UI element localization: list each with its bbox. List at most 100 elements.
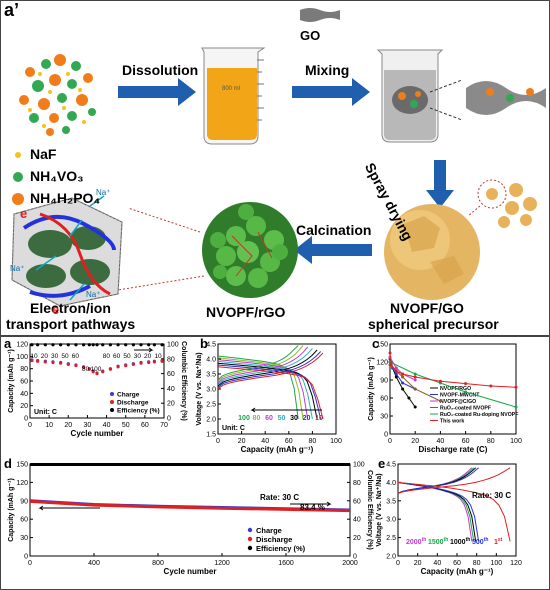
y-tick-label-d: 150 <box>16 462 28 469</box>
series-point-c-0 <box>413 405 417 409</box>
series-band-d-1 <box>30 499 351 513</box>
x-tick-label-c: 60 <box>462 438 470 445</box>
point-a-efficiency <box>124 343 128 347</box>
y-tick-label-d: 30 <box>20 535 28 542</box>
point-a-discharge <box>116 365 120 369</box>
rate-label-a: 50 <box>123 353 131 360</box>
legend-label-c: RuO₂-coated NVOPF <box>440 406 491 412</box>
legend-label-a: Charge <box>117 392 140 399</box>
discharge-curve-cycle-1 <box>397 481 511 542</box>
series-point-c-3 <box>413 387 417 391</box>
x-tick-label-b: 60 <box>285 438 293 445</box>
cycle-label-1: 1st <box>494 537 503 546</box>
sodium-marker-2: Na⁺ <box>10 264 25 273</box>
final-product-label: NVOPF/rGO <box>206 304 286 320</box>
series-point-c-5 <box>388 351 392 355</box>
series-line-c-2 <box>389 356 416 381</box>
spray-drying-arrow <box>426 160 454 208</box>
x-tick-label-c: 80 <box>487 438 495 445</box>
precursor-nh4vo3: NH₄VO₃ <box>30 168 84 184</box>
y2-tick-label-a: 100 <box>167 342 179 349</box>
charge-curve-cycle-1 <box>397 467 511 494</box>
x-tick-label-e: 100 <box>490 560 502 567</box>
x-axis-label-c: Discharge rate (C) <box>419 445 488 454</box>
y-tick-label-c: 90 <box>380 378 388 385</box>
axis-arrow-d-right <box>290 501 332 507</box>
point-a-discharge <box>124 363 128 368</box>
unit-note-a: Unit: C <box>34 409 57 416</box>
charge-curve-20C <box>217 351 322 388</box>
x-tick-label-a: 50 <box>122 422 130 429</box>
legend-label-a: Efficiency (%) <box>117 408 160 415</box>
x-tick-label-a: 10 <box>45 422 53 429</box>
y-tick-label-b: 4.5 <box>206 342 216 349</box>
mixing-arrow <box>292 78 370 106</box>
rate-label-a: 10 <box>154 353 162 360</box>
precursor-product-line1: NVOPF/GO <box>390 300 464 316</box>
rate-label-a: 50 <box>61 353 69 360</box>
nh4vo3-dot <box>13 172 23 182</box>
axis-arrow-a <box>134 347 154 353</box>
y2-axis-label-a: Columbic Efficiency (%) <box>180 341 187 421</box>
legend-label-d: Efficiency (%) <box>256 544 306 553</box>
point-a-efficiency <box>74 343 78 347</box>
panel-letter-d: d <box>4 456 12 471</box>
point-a-efficiency <box>139 343 143 347</box>
calcination-label: Calcination <box>296 222 372 238</box>
rate-label-b-10: 10 <box>315 415 323 422</box>
y-axis-label-a: Capacity (mAh g⁻¹) <box>8 349 15 413</box>
point-a-efficiency <box>91 343 95 347</box>
discharge-curve-cycle-1000 <box>397 481 477 542</box>
y-tick-label-b: 3.0 <box>206 387 216 394</box>
x-tick-label-b: 80 <box>309 438 317 445</box>
x-tick-label-b: 40 <box>261 438 269 445</box>
cycle-label-1000: 1000th <box>450 537 470 546</box>
rate-label-b-80: 80 <box>253 415 261 422</box>
series-point-c-5 <box>514 385 518 389</box>
beaker-mixing <box>376 49 546 143</box>
legend-label-c: NVOPF@C/GO <box>440 399 476 405</box>
x-tick-label-b: 0 <box>216 438 220 445</box>
rate-label-a: 60 <box>72 353 80 360</box>
y-tick-label-e: 3.0 <box>386 517 396 524</box>
series-point-c-5 <box>438 379 442 383</box>
charge-curve-30C <box>217 349 318 387</box>
legend-label-d: Discharge <box>256 535 292 544</box>
discharge-curve-cycle-2000 <box>397 481 473 542</box>
nh4h2po4-dot <box>12 193 24 205</box>
series-line-c-5 <box>389 352 517 388</box>
series-point-c-4 <box>464 390 468 394</box>
x-tick-label-a: 40 <box>103 422 111 429</box>
point-a-efficiency <box>30 343 34 347</box>
rate-label-a: 80 <box>82 366 90 373</box>
y-tick-label-b: 2.5 <box>206 402 216 409</box>
y-tick-label-e: 4.5 <box>386 462 396 469</box>
calcination-arrow <box>294 236 372 264</box>
y2-tick-label-a: 0 <box>167 416 171 423</box>
point-a-efficiency <box>59 343 63 347</box>
process-arrows <box>118 78 454 264</box>
y-tick-label-a: 20 <box>20 403 28 410</box>
y-axis-label-c: Capacity (mAh g⁻¹) <box>368 357 375 421</box>
precursor-naf: NaF <box>30 146 57 162</box>
legend-marker-a <box>110 400 114 404</box>
series-point-c-0 <box>401 387 405 391</box>
series-point-c-5 <box>464 382 468 386</box>
panel-letter-c: c <box>372 336 379 351</box>
legend-label-c: This work <box>440 419 464 425</box>
legend-marker-d <box>247 545 253 551</box>
x-tick-label-d: 400 <box>88 560 100 567</box>
electron-marker: e <box>20 206 28 221</box>
go-label: GO <box>300 28 321 43</box>
point-a-efficiency <box>101 343 105 347</box>
sodium-marker-3: Na⁺ <box>86 290 101 299</box>
precursor-nh4h2po4: NH₄H₂PO₄ <box>30 190 101 206</box>
small-precursor-spheres <box>467 179 537 228</box>
y-tick-label-e: 4.0 <box>386 480 396 487</box>
point-a-discharge <box>51 360 55 365</box>
rate-label-a: 10 <box>30 353 38 360</box>
point-a-efficiency <box>116 343 120 347</box>
graphene-network <box>11 195 123 307</box>
point-a-discharge <box>147 360 151 365</box>
